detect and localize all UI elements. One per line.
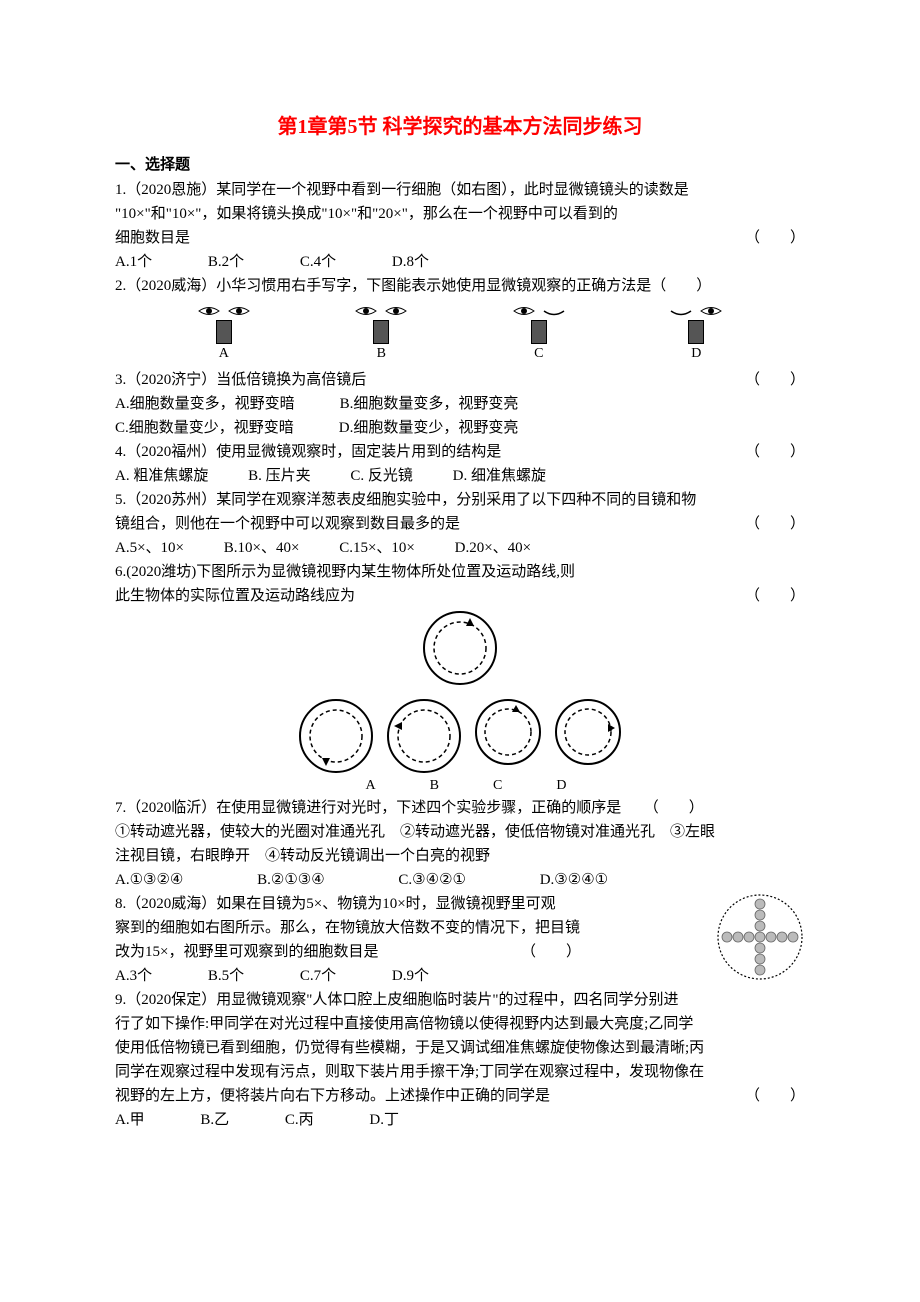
q5-option-c: C.15×、10×: [339, 536, 415, 560]
q2-label-a: A: [219, 346, 229, 362]
q4-option-b: B. 压片夹: [248, 464, 311, 488]
q1-line1: 1.（2020恩施）某同学在一个视野中看到一行细胞（如右图），此时显微镜镜头的读…: [115, 178, 805, 202]
q6-top-circle: [115, 608, 805, 688]
eye-closed-icon: [670, 304, 692, 318]
q8-option-b: B.5个: [208, 964, 244, 988]
q9-line1: 9.（2020保定）用显微镜观察"人体口腔上皮细胞临时装片"的过程中，四名同学分…: [115, 988, 805, 1012]
microscope-icon: [373, 320, 389, 344]
q1-option-a: A.1个: [115, 250, 152, 274]
q2-diagram-c: C: [513, 304, 565, 362]
microscope-icon: [216, 320, 232, 344]
q5-line1: 5.（2020苏州）某同学在观察洋葱表皮细胞实验中，分别采用了以下四种不同的目镜…: [115, 488, 805, 512]
q3-paren: （ ）: [745, 368, 805, 392]
q1-line2: "10×"和"10×"，如果将镜头换成"10×"和"20×"，那么在一个视野中可…: [115, 202, 805, 226]
eye-open-icon: [385, 304, 407, 318]
q8-line1: 8.（2020威海）如果在目镜为5×、物镜为10×时，显微镜视野里可观: [115, 892, 705, 916]
eye-open-icon: [700, 304, 722, 318]
q8-option-c: C.7个: [300, 964, 336, 988]
q2-diagram-d: D: [670, 304, 722, 362]
q2-label-c: C: [534, 346, 543, 362]
q6-paren: （ ）: [745, 584, 805, 608]
q5-option-b: B.10×、40×: [224, 536, 300, 560]
q2-label-d: D: [691, 346, 701, 362]
q6-label-a: A: [366, 778, 376, 794]
q4-paren: （ ）: [745, 440, 805, 464]
page-title: 第1章第5节 科学探究的基本方法同步练习: [115, 110, 805, 139]
q2-label-b: B: [377, 346, 386, 362]
q2-diagram-b: B: [355, 304, 407, 362]
q9-option-a: A.甲: [115, 1108, 145, 1132]
q8-line3: 改为15×，视野里可观察到的细胞数目是 （ ）: [115, 940, 705, 964]
microscope-icon: [531, 320, 547, 344]
q3-text: 3.（2020济宁）当低倍镜换为高倍镜后: [115, 368, 366, 392]
q2-figure: A B C D: [115, 304, 805, 362]
q6-line1: 6.(2020潍坊)下图所示为显微镜视野内某生物体所处位置及运动路线,则: [115, 560, 805, 584]
q7-line3: 注视目镜，右眼睁开 ④转动反光镜调出一个白亮的视野: [115, 844, 805, 868]
q6-label-d: D: [556, 778, 566, 794]
q8-option-d: D.9个: [392, 964, 429, 988]
q7-option-c: C.③④②①: [398, 868, 466, 892]
q6-circle-d: [552, 696, 624, 768]
eye-closed-icon: [543, 304, 565, 318]
q7-option-b: B.②①③④: [257, 868, 325, 892]
eye-open-icon: [198, 304, 220, 318]
q5-line2: 镜组合，则他在一个视野中可以观察到数目最多的是: [115, 512, 460, 536]
q4-option-d: D. 细准焦螺旋: [453, 464, 546, 488]
q2-text: 2.（2020威海）小华习惯用右手写字，下图能表示她使用显微镜观察的正确方法是（…: [115, 274, 805, 298]
q9-paren: （ ）: [745, 1084, 805, 1108]
q6-line2: 此生物体的实际位置及运动路线应为: [115, 584, 355, 608]
q6-figure-row: [115, 696, 805, 776]
q5-paren: （ ）: [745, 512, 805, 536]
q1-option-b: B.2个: [208, 250, 244, 274]
q7-option-a: A.①③②④: [115, 868, 183, 892]
q7-option-d: D.③②④①: [540, 868, 608, 892]
q6-label-b: B: [430, 778, 439, 794]
q9-line3: 使用低倍物镜已看到细胞，仍觉得有些模糊，于是又调试细准焦螺旋使物像达到最清晰;丙: [115, 1036, 805, 1060]
q3-options-ab: A.细胞数量变多，视野变暗 B.细胞数量变多，视野变亮: [115, 392, 805, 416]
q6-circle-a: [296, 696, 376, 776]
q9-option-c: C.丙: [285, 1108, 314, 1132]
q9-option-b: B.乙: [200, 1108, 229, 1132]
q3-options-cd: C.细胞数量变少，视野变暗 D.细胞数量变少，视野变亮: [115, 416, 805, 440]
q6-labels: A B C D: [127, 778, 805, 794]
q7-line1: 7.（2020临沂）在使用显微镜进行对光时，下述四个实验步骤，正确的顺序是 （ …: [115, 796, 805, 820]
q1-paren: （ ）: [745, 226, 805, 250]
eye-open-icon: [513, 304, 535, 318]
q9-line4: 同学在观察过程中发现有污点，则取下装片用手擦干净;丁同学在观察过程中，发现物像在: [115, 1060, 805, 1084]
q5-option-d: D.20×、40×: [455, 536, 532, 560]
q8-line2: 察到的细胞如右图所示。那么，在物镜放大倍数不变的情况下，把目镜: [115, 916, 705, 940]
q6-label-c: C: [493, 778, 502, 794]
q9-option-d: D.丁: [369, 1108, 399, 1132]
q1-option-d: D.8个: [392, 250, 429, 274]
q2-diagram-a: A: [198, 304, 250, 362]
q1-option-c: C.4个: [300, 250, 336, 274]
q8-figure: [715, 892, 805, 982]
q4-option-c: C. 反光镜: [350, 464, 413, 488]
q9-line5: 视野的左上方，便将装片向右下方移动。上述操作中正确的同学是: [115, 1084, 550, 1108]
eye-open-icon: [228, 304, 250, 318]
q5-option-a: A.5×、10×: [115, 536, 184, 560]
q6-circle-c: [472, 696, 544, 768]
q6-circle-b: [384, 696, 464, 776]
eye-open-icon: [355, 304, 377, 318]
q8-option-a: A.3个: [115, 964, 152, 988]
q4-text: 4.（2020福州）使用显微镜观察时，固定装片用到的结构是: [115, 440, 501, 464]
microscope-icon: [688, 320, 704, 344]
q4-option-a: A. 粗准焦螺旋: [115, 464, 208, 488]
section-heading: 一、选择题: [115, 153, 805, 174]
q7-line2: ①转动遮光器，使较大的光圈对准通光孔 ②转动遮光器，使低倍物镜对准通光孔 ③左眼: [115, 820, 805, 844]
q9-line2: 行了如下操作:甲同学在对光过程中直接使用高倍物镜以使得视野内达到最大亮度;乙同学: [115, 1012, 805, 1036]
q1-line3: 细胞数目是: [115, 226, 190, 250]
